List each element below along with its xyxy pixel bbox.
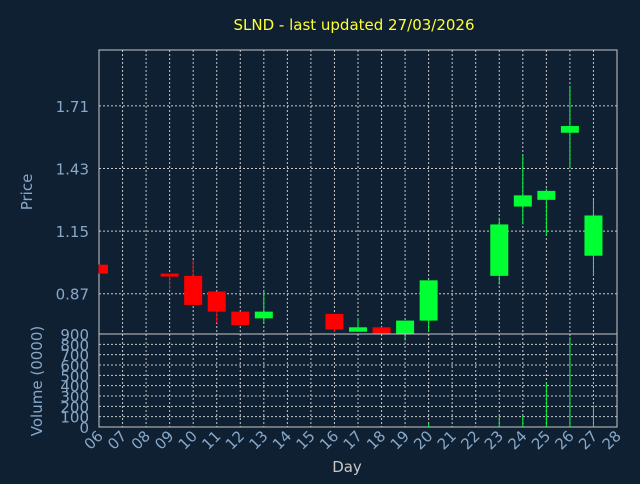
x-axis-ticks: 0607080910111213141516171819202122232425… (81, 427, 625, 453)
candle (254, 291, 273, 323)
volume-y-tick-label: 600 (60, 357, 89, 375)
candle-body (254, 311, 273, 319)
candle-body (419, 280, 438, 321)
x-axis-label: Day (332, 458, 362, 476)
candle-body (560, 126, 579, 133)
price-panel: 0.87 1.15 1.43 1.71 Price (18, 49, 618, 341)
volume-bars (192, 337, 594, 427)
candles (98, 85, 603, 341)
candle (560, 85, 579, 169)
volume-y-tick-label: 800 (60, 336, 89, 354)
volume-y-tick-label: 500 (60, 367, 89, 385)
candle (98, 264, 108, 274)
candle (325, 313, 344, 332)
candle (184, 260, 203, 305)
candle-body (325, 313, 344, 330)
price-axis-label: Price (18, 174, 36, 211)
candle-body (513, 195, 532, 207)
candle (207, 291, 226, 323)
candle-body (99, 264, 108, 274)
candle-body (537, 190, 556, 200)
candle (231, 311, 250, 326)
candle (349, 318, 367, 332)
candle-body (584, 215, 603, 256)
candle (584, 199, 603, 276)
volume-axis-label: Volume (0000) (28, 326, 46, 436)
candle-body (207, 291, 226, 312)
candle (419, 280, 438, 332)
volume-y-tick-label: 400 (60, 378, 89, 396)
candle-body (372, 327, 391, 334)
price-y-tick-label: 1.15 (56, 223, 89, 241)
candle-body (349, 327, 367, 332)
candle-body (231, 311, 250, 326)
volume-y-tick-label: 200 (60, 398, 89, 416)
candle (160, 273, 179, 290)
candle (537, 188, 556, 236)
candle-body (184, 275, 203, 305)
volume-y-tick-label: 700 (60, 347, 89, 365)
volume-y-tick-label: 100 (60, 409, 89, 427)
volume-y-tick-label: 300 (60, 388, 89, 406)
price-y-tick-label: 0.87 (56, 286, 89, 304)
candle (490, 217, 509, 285)
volume-y-tick-label: 900 (60, 326, 89, 344)
candle-body (160, 273, 179, 277)
volume-y-tick-label: 0 (79, 419, 89, 437)
price-y-tick-label: 1.71 (56, 98, 89, 116)
price-y-ticks: 0.87 1.15 1.43 1.71 (56, 98, 89, 304)
candle (513, 155, 532, 225)
candle-body (396, 320, 415, 334)
chart-title: SLND - last updated 27/03/2026 (233, 16, 474, 34)
candle (396, 320, 415, 341)
candle-body (490, 224, 509, 276)
price-y-tick-label: 1.43 (56, 161, 89, 179)
